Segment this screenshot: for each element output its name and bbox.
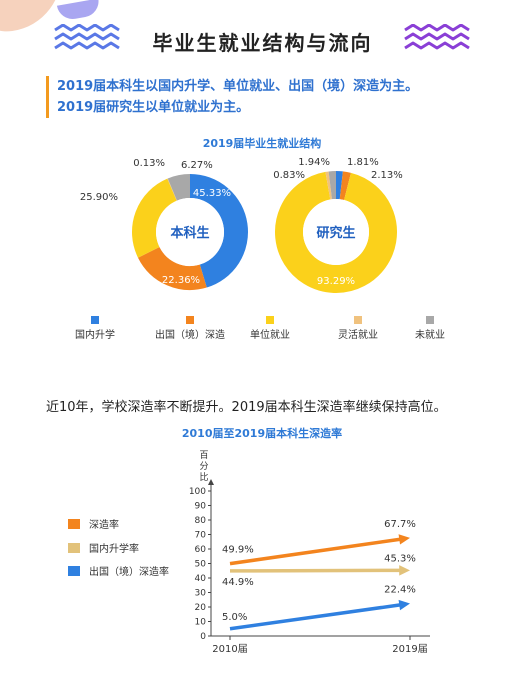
page-title: 毕业生就业结构与流向 [152,31,373,55]
y-tick-label: 60 [195,545,207,555]
legend-label: 单位就业 [250,328,290,341]
donut-slice-label: 25.90% [80,192,118,203]
series-arrowhead-icon [398,599,410,611]
line-legend-item: 出国（境）深造率 [68,565,169,578]
series-data-label: 5.0% [222,612,247,623]
y-tick-label: 80 [195,516,207,526]
decorative-blob-lilac [56,0,102,22]
series-arrowhead-icon [399,565,410,576]
y-tick-label: 100 [189,487,206,497]
line-legend-item: 国内升学率 [68,542,139,555]
legend-item: 单位就业 [250,316,290,341]
y-tick-label: 0 [200,632,206,642]
legend-swatch [266,316,274,324]
y-axis-arrow-icon [208,479,214,485]
title-banner: 毕业生就业结构与流向 [0,24,524,58]
x-tick-label: 2019届 [392,643,427,655]
donut-slice [339,171,351,201]
series-0: 49.9% 67.7% [222,519,416,566]
intro-text-block: 2019届本科生以国内升学、单位就业、出国（境）深造为主。 2019届研究生以单… [46,76,418,118]
legend-label: 未就业 [415,328,445,341]
series-line [229,537,403,566]
legend-item: 未就业 [415,316,445,341]
y-tick-label: 30 [195,589,207,599]
zigzag-left-icon [54,24,120,50]
donut-charts: 45.33% 22.36% 25.90% 0.13% 6.27% 本科生 1.81% 2.13… [80,157,403,293]
legend-item: 出国（境）深造 [155,316,225,341]
donut-slice-label: 1.81% [347,157,379,168]
y-tick-label: 20 [195,603,207,613]
y-tick-label: 90 [195,502,207,512]
donut-center-label: 本科生 [170,225,209,241]
donut-slice [138,246,207,290]
donut-slice-label: 0.13% [133,158,165,169]
line-chart-title: 2010届至2019届本科生深造率 [181,427,343,440]
series-2: 5.0% 22.4% [222,585,416,631]
donut-slice [189,174,248,288]
legend-item: 灵活就业 [338,316,378,341]
series-arrowhead-icon [398,534,410,545]
series-line [229,568,403,573]
series-line [229,602,403,631]
donut-graduate: 1.81% 2.13% 93.29% 0.83% 1.94% 研究生 [273,157,403,293]
line-legend-swatch [68,519,80,529]
line-legend-item: 深造率 [68,518,119,531]
donut-hole [156,198,224,266]
donut-center-label: 研究生 [316,225,355,241]
legend-swatch [354,316,362,324]
legend-item: 国内升学 [75,316,115,341]
donut-slice-label: 0.83% [273,170,305,181]
y-axis-label-char: 分 [199,461,208,472]
line-chart: 百分比 0 10 20 30 40 50 60 70 80 90 100 2010届 2019届 49.9%… [68,450,430,655]
series-1: 44.9% 45.3% [222,553,416,588]
legend-label: 国内升学 [75,328,115,341]
donut-slice [167,174,191,201]
y-axis-label-char: 比 [199,471,208,483]
y-tick-label: 10 [195,618,207,628]
y-tick-label: 40 [195,574,207,584]
y-axis-label-char: 百 [199,450,208,461]
donut-slice-label: 2.13% [371,170,403,181]
series-data-label: 67.7% [384,519,416,530]
legend-label: 出国（境）深造 [155,328,225,341]
legend-swatch [426,316,434,324]
intro-line-graduate: 2019届研究生以单位就业为主。 [57,100,250,115]
line-legend-label: 深造率 [89,518,119,531]
donut-slice-label: 45.33% [193,188,231,199]
series-data-label: 45.3% [384,553,416,564]
summary-text: 近10年，学校深造率不断提升。2019届本科生深造率继续保持高位。 [46,400,447,415]
donut-legend: 国内升学 出国（境）深造 单位就业 灵活就业 未就业 [75,316,445,341]
donut-slice-label: 22.36% [162,275,200,286]
donut-hole [303,199,369,265]
donut-slice [275,171,397,293]
donut-undergrad: 45.33% 22.36% 25.90% 0.13% 6.27% 本科生 [80,158,248,290]
intro-line-undergrad: 2019届本科生以国内升学、单位就业、出国（境）深造为主。 [57,79,419,94]
donut-slice-label: 1.94% [298,157,330,168]
legend-label: 灵活就业 [338,328,378,341]
series-data-label: 49.9% [222,545,254,556]
legend-swatch [186,316,194,324]
x-tick-label: 2010届 [212,643,247,655]
legend-swatch [91,316,99,324]
series-data-label: 44.9% [222,577,254,588]
y-tick-label: 70 [195,531,207,541]
line-legend-swatch [68,543,80,553]
donut-slice-label: 6.27% [181,160,213,171]
line-legend-label: 国内升学率 [89,542,139,555]
donut-chart-title: 2019届毕业生就业结构 [202,137,322,150]
series-data-label: 22.4% [384,585,416,596]
donut-slice [132,178,178,258]
title-zigzags [54,24,470,50]
y-tick-label: 50 [195,560,207,570]
donut-slice-label: 93.29% [317,276,355,287]
line-legend-swatch [68,566,80,576]
zigzag-right-icon [404,24,470,50]
line-legend-label: 出国（境）深造率 [89,565,169,578]
